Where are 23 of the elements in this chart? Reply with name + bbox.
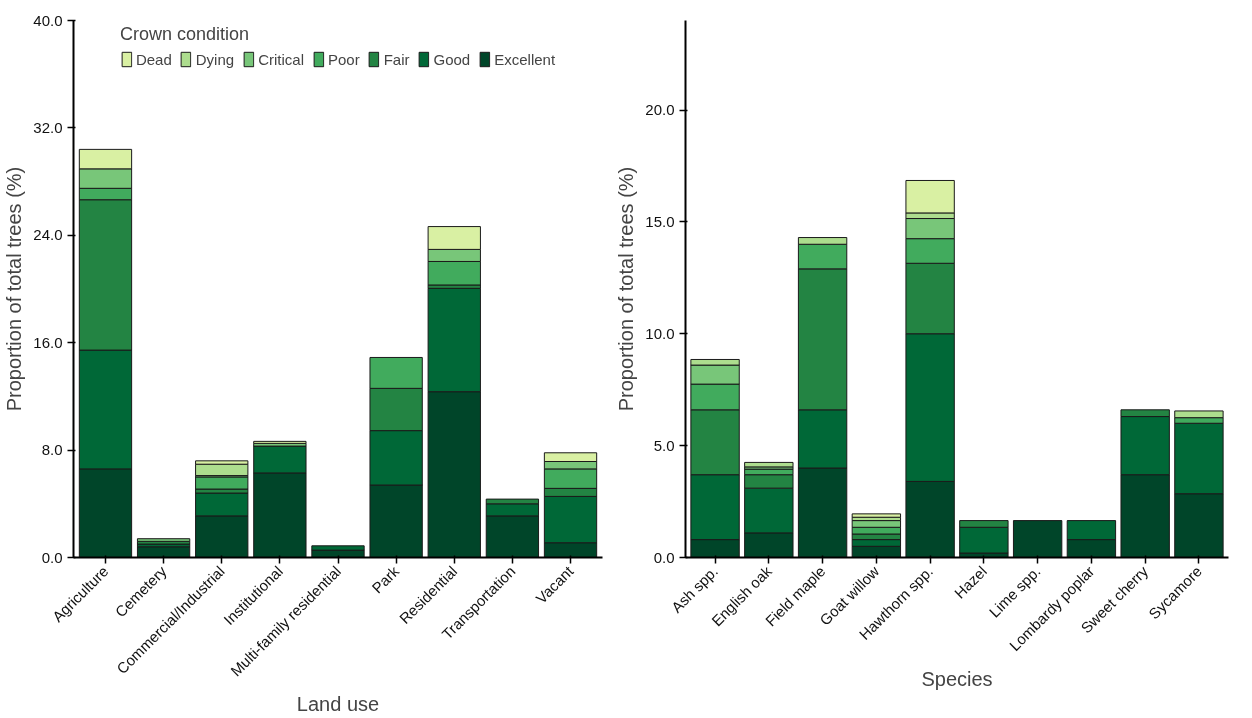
legend-label: Critical bbox=[258, 50, 304, 68]
y-tick-label: 5.0 bbox=[653, 436, 675, 454]
y-tick-label: 16.0 bbox=[33, 333, 63, 351]
y-tick-label: 0.0 bbox=[653, 548, 675, 566]
y-tick-label: 0.0 bbox=[41, 548, 63, 566]
y-axis-title: Proportion of total trees (%) bbox=[615, 166, 638, 412]
y-tick-label: 32.0 bbox=[33, 118, 63, 136]
legend-title: Crown condition bbox=[119, 24, 250, 45]
legend-label: Fair bbox=[383, 50, 410, 68]
x-axis-title: Land use bbox=[296, 693, 380, 716]
legend-label: Dying bbox=[195, 50, 235, 68]
y-tick-label: 24.0 bbox=[33, 226, 63, 244]
x-axis-title: Species bbox=[921, 668, 993, 691]
legend-label: Good bbox=[433, 50, 471, 68]
y-tick-label: 15.0 bbox=[645, 212, 675, 230]
legend-label: Poor bbox=[327, 50, 360, 68]
y-tick-label: 40.0 bbox=[33, 11, 63, 29]
y-tick-label: 10.0 bbox=[645, 324, 675, 342]
legend-label: Excellent bbox=[494, 50, 556, 68]
legend-label: Dead bbox=[135, 50, 172, 68]
y-tick-label: 20.0 bbox=[645, 101, 675, 118]
y-axis-title: Proportion of total trees (%) bbox=[3, 166, 26, 412]
y-tick-label: 8.0 bbox=[41, 441, 63, 459]
